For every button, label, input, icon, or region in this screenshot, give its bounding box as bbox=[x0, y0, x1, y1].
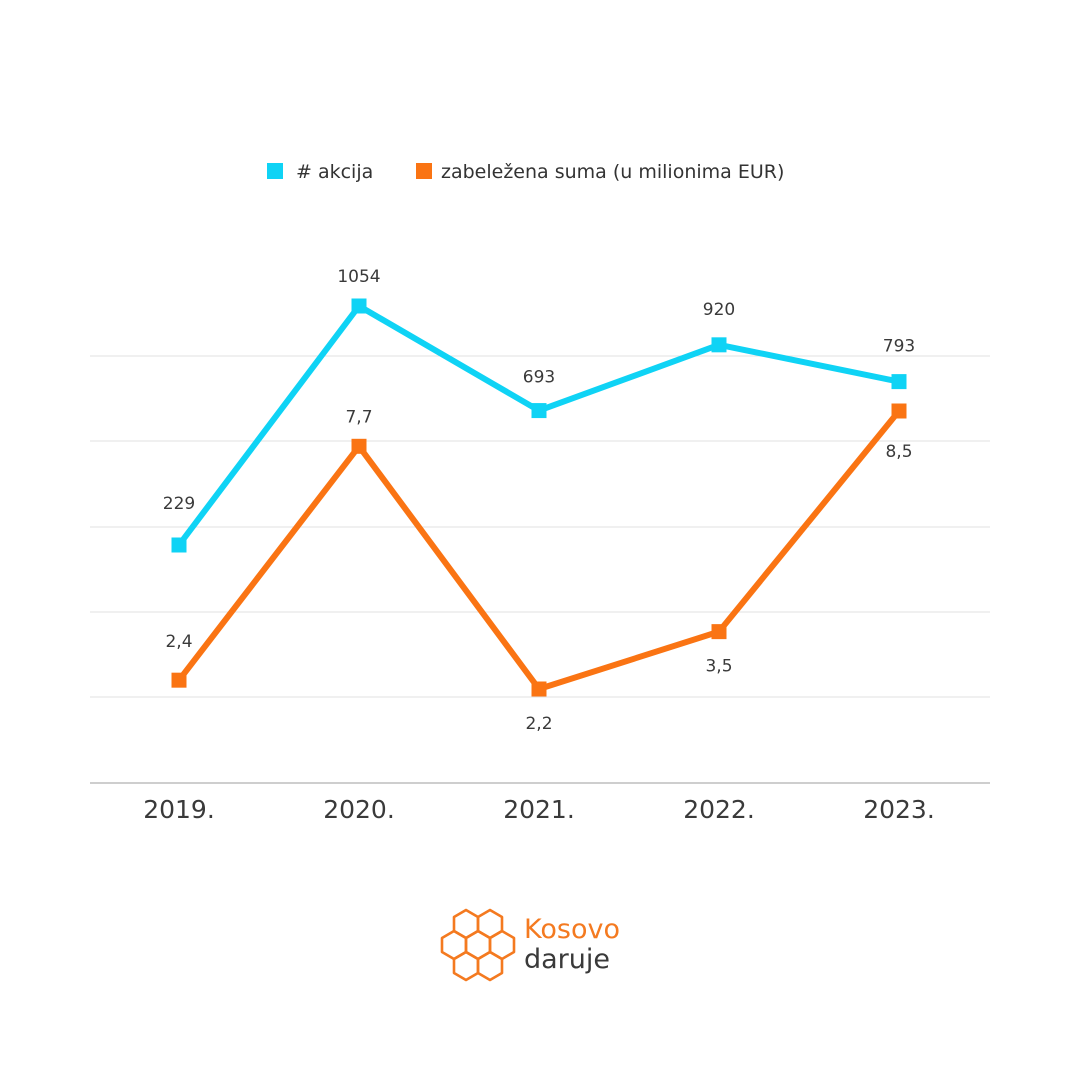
legend: # akcija zabeležena suma (u milionima EU… bbox=[267, 161, 784, 183]
x-tick-labels: 2019. 2020. 2021. 2022. 2023. bbox=[143, 795, 935, 824]
data-point-marker bbox=[171, 537, 187, 553]
data-point-marker bbox=[351, 438, 367, 454]
data-label: 1054 bbox=[337, 267, 380, 287]
data-point-marker bbox=[531, 681, 547, 697]
legend-swatch-akcija bbox=[267, 163, 283, 179]
series bbox=[171, 298, 907, 697]
data-label: 793 bbox=[883, 337, 915, 357]
x-tick-label: 2023. bbox=[863, 795, 935, 824]
data-label: 3,5 bbox=[705, 657, 732, 677]
x-tick-label: 2019. bbox=[143, 795, 215, 824]
data-label: 693 bbox=[523, 368, 555, 388]
data-point-marker bbox=[351, 298, 367, 314]
data-point-marker bbox=[171, 672, 187, 688]
data-point-marker bbox=[711, 624, 727, 640]
data-point-marker bbox=[531, 403, 547, 419]
data-label: 7,7 bbox=[345, 407, 372, 427]
x-tick-label: 2020. bbox=[323, 795, 395, 824]
data-point-marker bbox=[891, 374, 907, 390]
legend-swatch-suma bbox=[416, 163, 432, 179]
data-label: 2,4 bbox=[165, 632, 192, 652]
series-suma bbox=[171, 403, 907, 697]
legend-item-akcija: # akcija bbox=[267, 161, 373, 183]
data-point-marker bbox=[711, 337, 727, 353]
x-tick-label: 2022. bbox=[683, 795, 755, 824]
legend-item-suma: zabeležena suma (u milionima EUR) bbox=[416, 161, 784, 183]
data-point-marker bbox=[891, 403, 907, 419]
logo-text-kosovo: Kosovo bbox=[524, 914, 620, 945]
data-label: 920 bbox=[703, 300, 735, 320]
legend-label-akcija: # akcija bbox=[296, 161, 373, 183]
logo: Kosovo daruje bbox=[440, 908, 620, 982]
series-line bbox=[176, 303, 902, 548]
legend-label-suma: zabeležena suma (u milionima EUR) bbox=[441, 161, 784, 183]
gridlines bbox=[90, 355, 990, 698]
data-label: 8,5 bbox=[885, 442, 912, 462]
x-tick-label: 2021. bbox=[503, 795, 575, 824]
series-line bbox=[176, 408, 902, 692]
logo-text-daruje: daruje bbox=[524, 944, 610, 975]
data-labels: 229 1054 693 920 793 2,4 7,7 2,2 3,5 8,5 bbox=[163, 267, 915, 734]
series-akcija bbox=[171, 298, 907, 553]
data-label: 2,2 bbox=[525, 714, 552, 734]
logo-hexagon-icon bbox=[440, 908, 516, 982]
data-label: 229 bbox=[163, 494, 195, 514]
